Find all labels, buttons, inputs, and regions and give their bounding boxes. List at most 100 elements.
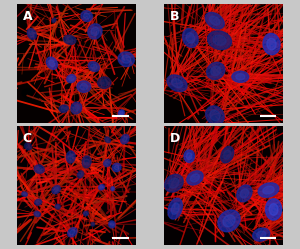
- Ellipse shape: [34, 165, 44, 173]
- Ellipse shape: [91, 222, 94, 226]
- Ellipse shape: [187, 171, 203, 185]
- Ellipse shape: [109, 221, 115, 228]
- Ellipse shape: [165, 174, 183, 192]
- Ellipse shape: [47, 165, 64, 180]
- Ellipse shape: [68, 154, 73, 160]
- Ellipse shape: [112, 163, 121, 172]
- Ellipse shape: [85, 212, 87, 215]
- Text: D: D: [170, 132, 181, 145]
- Ellipse shape: [22, 89, 37, 99]
- Ellipse shape: [210, 110, 220, 121]
- Ellipse shape: [106, 138, 109, 141]
- Ellipse shape: [77, 81, 91, 92]
- Ellipse shape: [52, 18, 56, 22]
- Ellipse shape: [190, 174, 200, 182]
- Ellipse shape: [122, 55, 131, 63]
- Ellipse shape: [169, 178, 179, 188]
- Ellipse shape: [25, 143, 32, 150]
- Ellipse shape: [171, 203, 179, 214]
- Ellipse shape: [83, 211, 88, 216]
- Ellipse shape: [186, 153, 192, 160]
- Ellipse shape: [207, 62, 225, 79]
- Ellipse shape: [118, 52, 134, 66]
- Ellipse shape: [266, 199, 282, 220]
- Ellipse shape: [105, 161, 109, 165]
- Ellipse shape: [240, 189, 249, 198]
- Ellipse shape: [100, 79, 108, 86]
- Ellipse shape: [209, 16, 220, 25]
- Ellipse shape: [184, 150, 194, 163]
- Ellipse shape: [64, 35, 76, 44]
- Ellipse shape: [223, 215, 235, 227]
- Ellipse shape: [70, 230, 75, 235]
- Ellipse shape: [263, 186, 274, 194]
- Ellipse shape: [110, 222, 114, 226]
- Ellipse shape: [253, 228, 270, 241]
- Ellipse shape: [23, 193, 26, 195]
- Ellipse shape: [114, 165, 119, 170]
- Ellipse shape: [26, 144, 30, 148]
- Ellipse shape: [183, 29, 198, 47]
- Ellipse shape: [98, 77, 111, 88]
- Ellipse shape: [68, 228, 77, 237]
- Ellipse shape: [56, 205, 59, 208]
- Ellipse shape: [46, 57, 58, 69]
- Text: B: B: [170, 10, 180, 23]
- Ellipse shape: [256, 231, 266, 238]
- Ellipse shape: [84, 159, 89, 165]
- Ellipse shape: [98, 185, 104, 190]
- Ellipse shape: [92, 223, 94, 225]
- Ellipse shape: [267, 38, 276, 50]
- Ellipse shape: [27, 29, 36, 39]
- Ellipse shape: [35, 212, 39, 215]
- Ellipse shape: [69, 76, 74, 81]
- Ellipse shape: [29, 31, 34, 37]
- Ellipse shape: [168, 198, 182, 219]
- Ellipse shape: [221, 146, 234, 163]
- Ellipse shape: [36, 200, 40, 204]
- Text: A: A: [22, 10, 32, 23]
- Ellipse shape: [84, 13, 90, 19]
- Ellipse shape: [53, 19, 55, 22]
- Ellipse shape: [49, 60, 55, 66]
- Ellipse shape: [167, 75, 187, 92]
- Ellipse shape: [121, 134, 129, 144]
- Ellipse shape: [269, 203, 278, 215]
- Ellipse shape: [54, 187, 58, 192]
- Ellipse shape: [67, 75, 76, 83]
- Ellipse shape: [79, 173, 82, 177]
- Ellipse shape: [237, 185, 252, 202]
- Ellipse shape: [22, 192, 27, 196]
- Ellipse shape: [34, 211, 40, 217]
- Ellipse shape: [36, 167, 42, 172]
- Ellipse shape: [258, 183, 279, 197]
- Ellipse shape: [88, 24, 102, 39]
- Ellipse shape: [263, 33, 280, 55]
- Ellipse shape: [213, 35, 226, 45]
- Ellipse shape: [236, 74, 245, 80]
- Ellipse shape: [71, 102, 82, 114]
- Ellipse shape: [103, 159, 111, 167]
- Ellipse shape: [37, 215, 50, 234]
- Ellipse shape: [172, 79, 182, 88]
- Ellipse shape: [73, 105, 79, 111]
- Ellipse shape: [208, 31, 232, 50]
- Ellipse shape: [55, 204, 60, 209]
- Ellipse shape: [88, 62, 100, 71]
- Ellipse shape: [104, 88, 114, 103]
- Ellipse shape: [224, 150, 231, 159]
- Ellipse shape: [82, 156, 91, 168]
- Ellipse shape: [35, 199, 42, 205]
- Ellipse shape: [80, 84, 88, 90]
- Ellipse shape: [123, 137, 127, 142]
- Ellipse shape: [218, 210, 240, 232]
- Ellipse shape: [211, 66, 221, 76]
- Ellipse shape: [77, 171, 84, 178]
- Ellipse shape: [61, 107, 66, 111]
- Ellipse shape: [59, 105, 68, 112]
- Ellipse shape: [78, 189, 95, 208]
- Ellipse shape: [66, 37, 73, 42]
- Ellipse shape: [232, 71, 249, 82]
- Ellipse shape: [205, 12, 224, 29]
- Ellipse shape: [120, 111, 123, 115]
